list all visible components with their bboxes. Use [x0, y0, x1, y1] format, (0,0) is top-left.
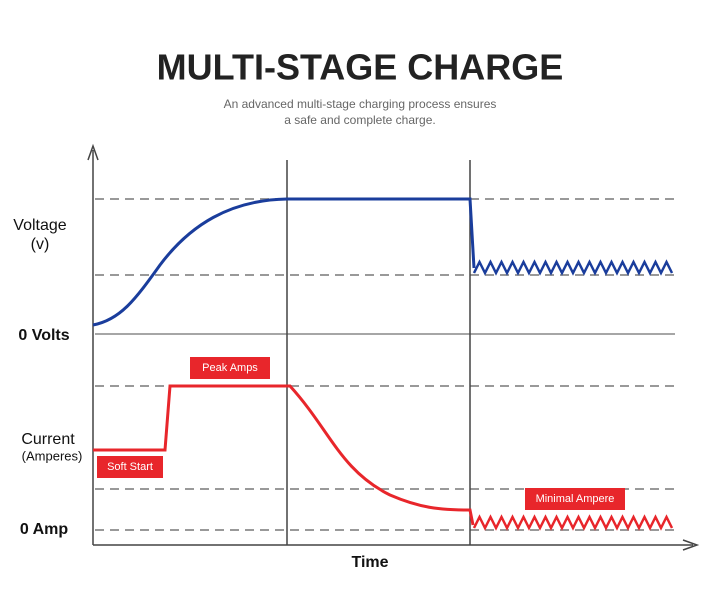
title: MULTI-STAGE CHARGE: [157, 47, 564, 88]
callout-box: [525, 488, 625, 510]
current-curve: [93, 384, 475, 526]
voltage-curve: [92, 197, 476, 327]
subtitle: a safe and complete charge.: [284, 113, 435, 127]
subtitle: An advanced multi-stage charging process…: [224, 97, 497, 111]
axis-label: 0 Volts: [18, 327, 69, 344]
callout: Minimal Ampere: [536, 493, 615, 505]
callout: Peak Amps: [202, 362, 258, 374]
callout: Soft Start: [107, 461, 153, 473]
callout-box: [190, 357, 270, 379]
zigzag: [472, 259, 674, 276]
axis-label: (v): [31, 236, 50, 253]
y-axis: [87, 143, 99, 545]
callout-box: [97, 456, 163, 478]
axis-label: Voltage: [13, 217, 66, 234]
axis-label: Current: [21, 431, 75, 448]
zigzag: [472, 514, 674, 531]
x-axis: [93, 539, 700, 551]
axis-label: Time: [351, 554, 388, 571]
axis-label: 0 Amp: [20, 521, 69, 538]
axis-label: (Amperes): [22, 448, 83, 463]
